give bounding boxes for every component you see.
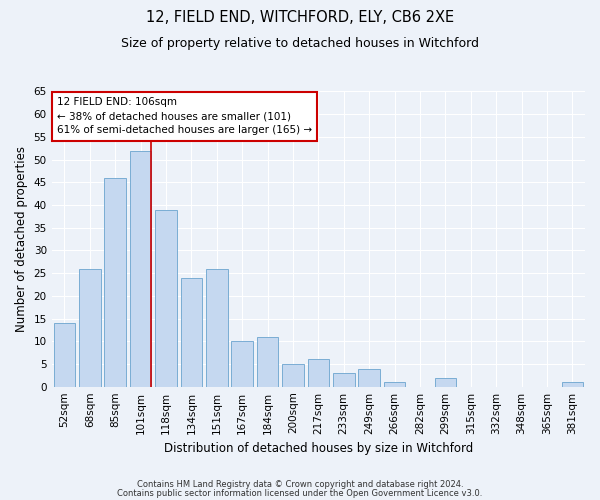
Bar xyxy=(206,268,227,386)
Y-axis label: Number of detached properties: Number of detached properties xyxy=(15,146,28,332)
Bar xyxy=(257,336,278,386)
Bar xyxy=(53,323,75,386)
Text: Size of property relative to detached houses in Witchford: Size of property relative to detached ho… xyxy=(121,38,479,51)
Bar xyxy=(308,360,329,386)
Text: 12 FIELD END: 106sqm
← 38% of detached houses are smaller (101)
61% of semi-deta: 12 FIELD END: 106sqm ← 38% of detached h… xyxy=(57,98,312,136)
Bar xyxy=(130,150,151,386)
Bar xyxy=(282,364,304,386)
Text: 12, FIELD END, WITCHFORD, ELY, CB6 2XE: 12, FIELD END, WITCHFORD, ELY, CB6 2XE xyxy=(146,10,454,25)
Bar xyxy=(358,368,380,386)
Bar xyxy=(333,373,355,386)
Bar xyxy=(181,278,202,386)
Bar xyxy=(434,378,456,386)
Text: Contains public sector information licensed under the Open Government Licence v3: Contains public sector information licen… xyxy=(118,488,482,498)
Bar xyxy=(232,342,253,386)
Text: Contains HM Land Registry data © Crown copyright and database right 2024.: Contains HM Land Registry data © Crown c… xyxy=(137,480,463,489)
Bar xyxy=(79,268,101,386)
Bar xyxy=(562,382,583,386)
X-axis label: Distribution of detached houses by size in Witchford: Distribution of detached houses by size … xyxy=(164,442,473,455)
Bar xyxy=(104,178,126,386)
Bar xyxy=(155,210,177,386)
Bar xyxy=(384,382,406,386)
